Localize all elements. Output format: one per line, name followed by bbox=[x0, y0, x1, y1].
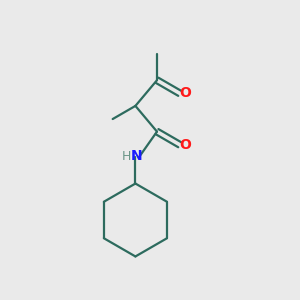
Text: O: O bbox=[180, 86, 191, 100]
Text: H: H bbox=[122, 150, 131, 163]
Text: O: O bbox=[180, 138, 191, 152]
Text: N: N bbox=[131, 149, 143, 164]
